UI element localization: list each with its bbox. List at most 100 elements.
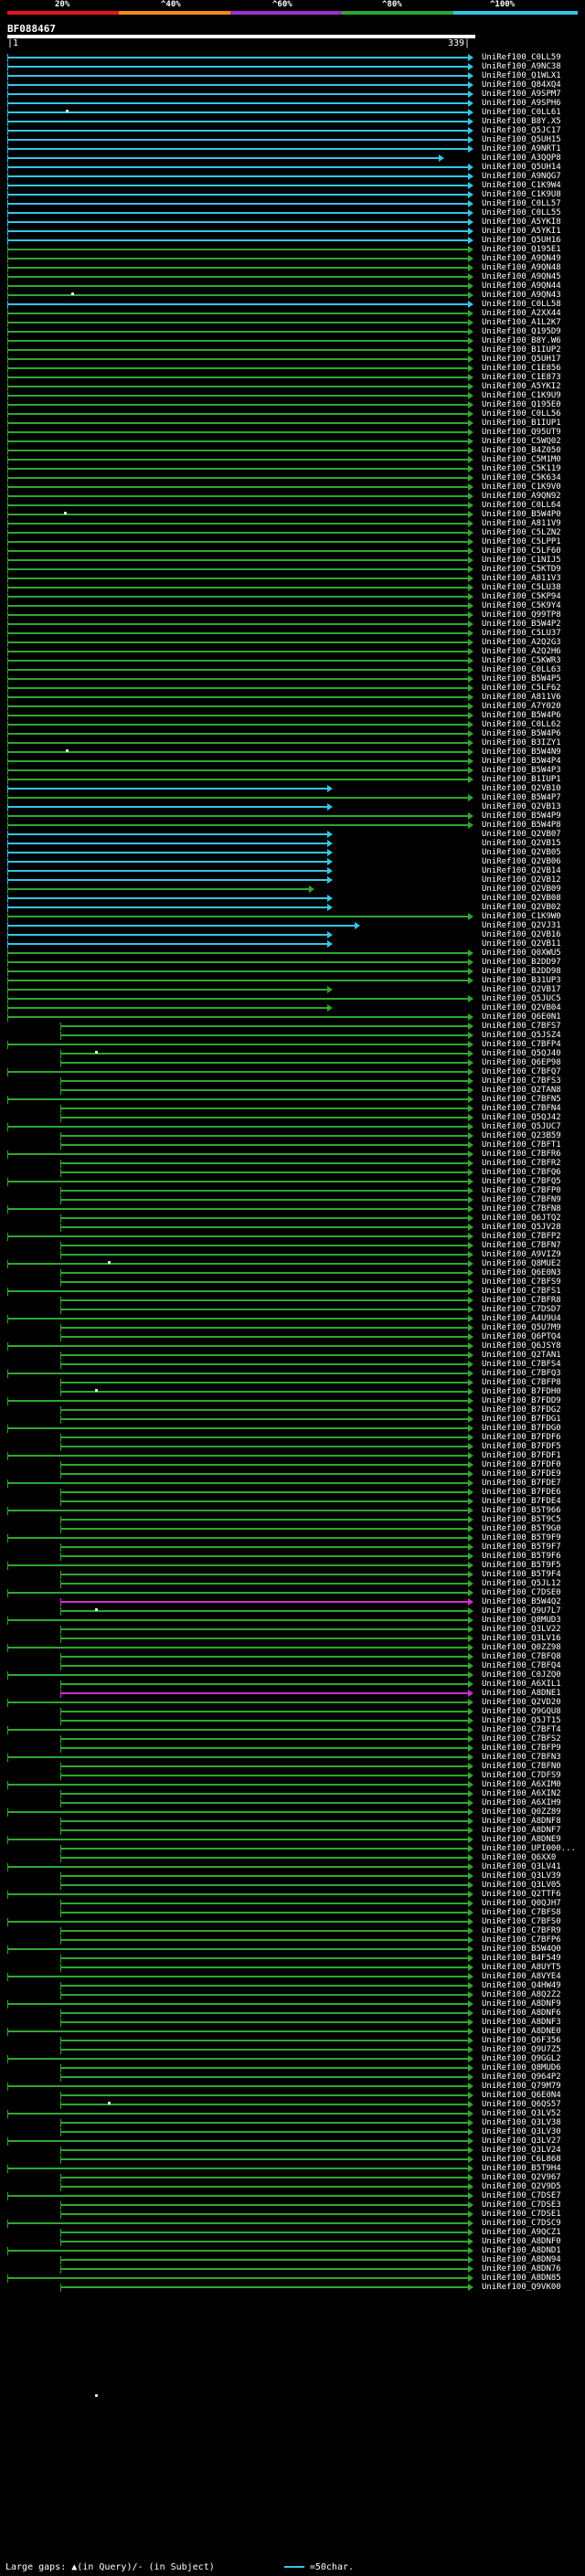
hit-name-link[interactable]: UniRef100_A5YKI1 — [482, 227, 561, 236]
hit-name-link[interactable]: UniRef100_Q79M79 — [482, 2082, 561, 2091]
hit-name-link[interactable]: UniRef100_A811V6 — [482, 693, 561, 702]
hit-name-link[interactable]: UniRef100_C7BFQ5 — [482, 1177, 561, 1186]
hit-name-link[interactable]: UniRef100_B4Z050 — [482, 446, 561, 455]
hit-bar[interactable] — [7, 413, 468, 415]
hit-bar[interactable] — [7, 870, 327, 872]
hit-bar[interactable] — [60, 1354, 468, 1356]
hit-name-link[interactable]: UniRef100_Q964P2 — [482, 2072, 561, 2082]
hit-bar[interactable] — [7, 797, 468, 799]
hit-bar[interactable] — [7, 2003, 468, 2005]
hit-name-link[interactable]: UniRef100_C1K9U8 — [482, 190, 561, 199]
hit-name-link[interactable]: UniRef100_A2Q2H6 — [482, 647, 561, 656]
hit-bar[interactable] — [7, 93, 468, 95]
hit-name-link[interactable]: UniRef100_A8UYT5 — [482, 1963, 561, 1972]
hit-bar[interactable] — [7, 2168, 468, 2169]
hit-bar[interactable] — [7, 1839, 468, 1840]
hit-bar[interactable] — [7, 157, 439, 159]
hit-bar[interactable] — [7, 2085, 468, 2087]
hit-bar[interactable] — [7, 1044, 468, 1045]
hit-name-link[interactable]: UniRef100_Q2V9D5 — [482, 2182, 561, 2191]
hit-bar[interactable] — [7, 322, 468, 323]
hit-bar[interactable] — [7, 459, 468, 461]
hit-bar[interactable] — [7, 1290, 468, 1292]
hit-bar[interactable] — [7, 970, 468, 972]
hit-name-link[interactable]: UniRef100_B5W4P6 — [482, 729, 561, 738]
hit-bar[interactable] — [7, 75, 468, 77]
hit-name-link[interactable]: UniRef100_Q5UH16 — [482, 236, 561, 245]
hit-name-link[interactable]: UniRef100_A5YKI2 — [482, 382, 561, 391]
hit-bar[interactable] — [60, 1683, 468, 1685]
hit-name-link[interactable]: UniRef100_A8DNF7 — [482, 1826, 561, 1835]
hit-bar[interactable] — [60, 1034, 468, 1036]
hit-bar[interactable] — [60, 1875, 468, 1877]
hit-bar[interactable] — [7, 1674, 468, 1676]
hit-bar[interactable] — [60, 2286, 468, 2288]
hit-bar[interactable] — [7, 166, 468, 168]
hit-bar[interactable] — [60, 1912, 468, 1913]
hit-bar[interactable] — [60, 2040, 468, 2041]
hit-name-link[interactable]: UniRef100_Q0ZZ89 — [482, 1807, 561, 1817]
hit-bar[interactable] — [7, 340, 468, 342]
hit-name-link[interactable]: UniRef100_B5W4P9 — [482, 811, 561, 821]
hit-bar[interactable] — [7, 1756, 468, 1758]
hit-name-link[interactable]: UniRef100_Q2VB09 — [482, 885, 561, 894]
hit-name-link[interactable]: UniRef100_C0LL62 — [482, 720, 561, 729]
hit-name-link[interactable]: UniRef100_A1L2K7 — [482, 318, 561, 327]
hit-name-link[interactable]: UniRef100_B7FDF5 — [482, 1442, 561, 1451]
hit-name-link[interactable]: UniRef100_Q6QS57 — [482, 2100, 561, 2109]
hit-name-link[interactable]: UniRef100_Q2TAN8 — [482, 1086, 561, 1095]
hit-bar[interactable] — [7, 742, 468, 744]
hit-bar[interactable] — [7, 367, 468, 369]
hit-name-link[interactable]: UniRef100_C7BFN0 — [482, 1762, 561, 1771]
hit-name-link[interactable]: UniRef100_Q195E1 — [482, 245, 561, 254]
hit-name-link[interactable]: UniRef100_C6L868 — [482, 2155, 561, 2164]
hit-name-link[interactable]: UniRef100_B8Y.X5 — [482, 117, 561, 126]
hit-name-link[interactable]: UniRef100_Q1WLX1 — [482, 71, 561, 80]
hit-name-link[interactable]: UniRef100_B7FDH0 — [482, 1387, 561, 1396]
hit-name-link[interactable]: UniRef100_B5T9F9 — [482, 1533, 561, 1542]
hit-name-link[interactable]: UniRef100_C5K119 — [482, 464, 561, 473]
hit-name-link[interactable]: UniRef100_B3IZY1 — [482, 738, 561, 747]
hit-bar[interactable] — [60, 1884, 468, 1886]
hit-bar[interactable] — [7, 669, 468, 671]
hit-name-link[interactable]: UniRef100_C5LU37 — [482, 629, 561, 638]
hit-name-link[interactable]: UniRef100_Q5JT15 — [482, 1716, 561, 1725]
hit-name-link[interactable]: UniRef100_B5W4P6 — [482, 711, 561, 720]
hit-bar[interactable] — [7, 404, 468, 406]
hit-name-link[interactable]: UniRef100_B5T9C5 — [482, 1515, 561, 1524]
hit-bar[interactable] — [7, 2113, 468, 2115]
hit-bar[interactable] — [7, 1866, 468, 1868]
hit-bar[interactable] — [7, 450, 468, 451]
hit-bar[interactable] — [7, 916, 468, 917]
hit-name-link[interactable]: UniRef100_Q6JSY8 — [482, 1341, 561, 1351]
hit-bar[interactable] — [7, 952, 468, 954]
hit-name-link[interactable]: UniRef100_B7FDE6 — [482, 1488, 561, 1497]
hit-name-link[interactable]: UniRef100_B1IUP1 — [482, 419, 561, 428]
hit-name-link[interactable]: UniRef100_Q9GGL2 — [482, 2054, 561, 2063]
hit-name-link[interactable]: UniRef100_C7BFP0 — [482, 1186, 561, 1195]
hit-name-link[interactable]: UniRef100_Q5JSZ4 — [482, 1031, 561, 1040]
hit-name-link[interactable]: UniRef100_Q2VB16 — [482, 930, 561, 939]
hit-name-link[interactable]: UniRef100_C7BFS4 — [482, 1360, 561, 1369]
hit-name-link[interactable]: UniRef100_Q9U7L7 — [482, 1606, 561, 1616]
hit-bar[interactable] — [7, 934, 327, 936]
hit-name-link[interactable]: UniRef100_C7BFQ8 — [482, 1652, 561, 1661]
hit-name-link[interactable]: UniRef100_C7BFS2 — [482, 1734, 561, 1744]
hit-name-link[interactable]: UniRef100_Q2VB10 — [482, 784, 561, 793]
hit-bar[interactable] — [7, 888, 309, 890]
hit-bar[interactable] — [60, 1245, 468, 1246]
hit-name-link[interactable]: UniRef100_Q2V967 — [482, 2173, 561, 2182]
hit-name-link[interactable]: UniRef100_C7BFR2 — [482, 1159, 561, 1168]
hit-name-link[interactable]: UniRef100_C7BFN9 — [482, 1195, 561, 1204]
hit-bar[interactable] — [7, 1647, 468, 1648]
hit-name-link[interactable]: UniRef100_Q5UH15 — [482, 135, 561, 144]
hit-bar[interactable] — [60, 1025, 468, 1027]
hit-bar[interactable] — [7, 1564, 468, 1566]
hit-name-link[interactable]: UniRef100_Q5JC17 — [482, 126, 561, 135]
hit-bar[interactable] — [60, 2049, 468, 2051]
hit-bar[interactable] — [7, 961, 468, 963]
hit-bar[interactable] — [7, 724, 468, 726]
hit-bar[interactable] — [7, 313, 468, 314]
hit-name-link[interactable]: UniRef100_B5T9G0 — [482, 1524, 561, 1533]
hit-bar[interactable] — [60, 1765, 468, 1767]
